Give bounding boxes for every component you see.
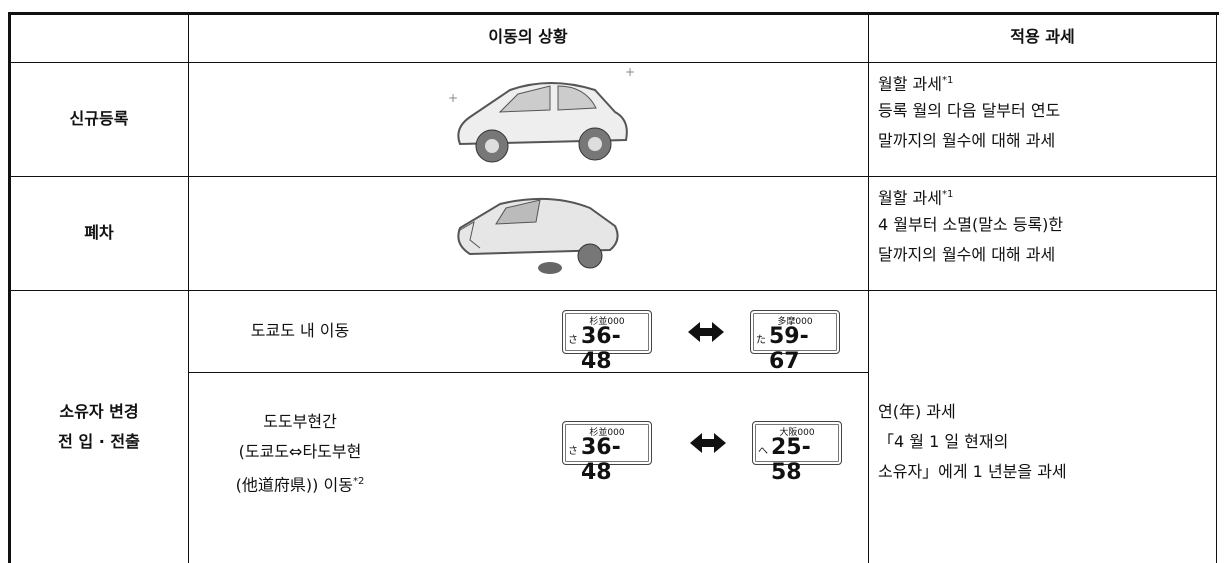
tax-line: 「4 월 1 일 현재의 [878, 432, 1009, 451]
double-arrow [690, 433, 726, 453]
plate-region: 大阪000 [779, 428, 815, 438]
border [8, 12, 1219, 15]
plate-kana: さ [568, 335, 578, 346]
tax-line: 달까지의 월수에 대해 과세 [878, 245, 1056, 264]
tax-line: 소유자」에게 1 년분을 과세 [878, 462, 1067, 481]
tax-title: 월할 과세 [878, 188, 942, 208]
plate-number: 36-48 [581, 324, 621, 374]
plate-number: 59-67 [769, 324, 809, 374]
tax-title: 월할 과세 [878, 74, 942, 94]
tax-line: 연(年) 과세 [878, 402, 956, 421]
movement-text: 도도부현간 [190, 407, 410, 437]
border [8, 176, 1217, 177]
tax-line: 4 월부터 소멸(말소 등록)한 [878, 215, 1064, 234]
movement-line: (他道府県)) 이동 [235, 475, 353, 495]
tax-line: 말까지의 월수에 대해 과세 [878, 131, 1056, 150]
row-label: 전 입 · 전출 [58, 432, 140, 451]
row-label: 폐차 [84, 223, 114, 242]
movement-line: 도도부현간 [263, 412, 337, 431]
license-plate: 多摩000 た 59-67 [750, 310, 840, 374]
border [8, 62, 1217, 63]
plate-kana: さ [568, 446, 578, 457]
plate-region: 杉並000 [589, 428, 625, 438]
border [1216, 12, 1217, 563]
car-illustration: ++ [448, 65, 635, 163]
plate-kana: へ [758, 446, 768, 457]
tax-line: 월할 과세*1 [878, 66, 953, 99]
movement-text: (도쿄도⇔타도부현 [190, 437, 410, 467]
license-plate: 大阪000 へ 25-58 [752, 421, 842, 485]
svg-text:+: + [448, 91, 458, 105]
movement-text: 도쿄도 내 이동 [190, 316, 410, 346]
movement-text: (他道府県)) 이동*2 [190, 467, 410, 500]
plate-region: 杉並000 [589, 317, 625, 327]
plate-number: 36-48 [581, 435, 621, 485]
plate-number: 25-58 [771, 435, 811, 485]
border [8, 290, 1217, 291]
license-plate: 杉並000 さ 36-48 [562, 421, 652, 485]
movement-line: 도쿄도 내 이동 [250, 321, 350, 340]
license-plate: 杉並000 さ 36-48 [562, 310, 652, 374]
double-arrow [688, 322, 724, 342]
border [188, 12, 189, 563]
footnote-ref: *1 [941, 75, 954, 86]
plate-kana: た [756, 335, 766, 346]
header-cell: 적용 과세 [1010, 27, 1075, 46]
movement-line: (도쿄도⇔타도부현 [238, 442, 362, 461]
header-cell: 이동의 상황 [488, 27, 568, 46]
scrapped-car-illustration [457, 197, 619, 274]
plate-region: 多摩000 [777, 317, 813, 327]
footnote-ref: *1 [941, 189, 954, 200]
border [8, 12, 11, 563]
svg-text:+: + [625, 65, 635, 79]
tax-line: 월할 과세*1 [878, 180, 953, 213]
border [188, 372, 868, 373]
tax-line: 등록 월의 다음 달부터 연도 [878, 101, 1061, 120]
row-label: 소유자 변경 [59, 402, 139, 421]
border [868, 12, 869, 563]
footnote-ref: *2 [352, 476, 365, 487]
row-label: 신규등록 [69, 109, 129, 128]
